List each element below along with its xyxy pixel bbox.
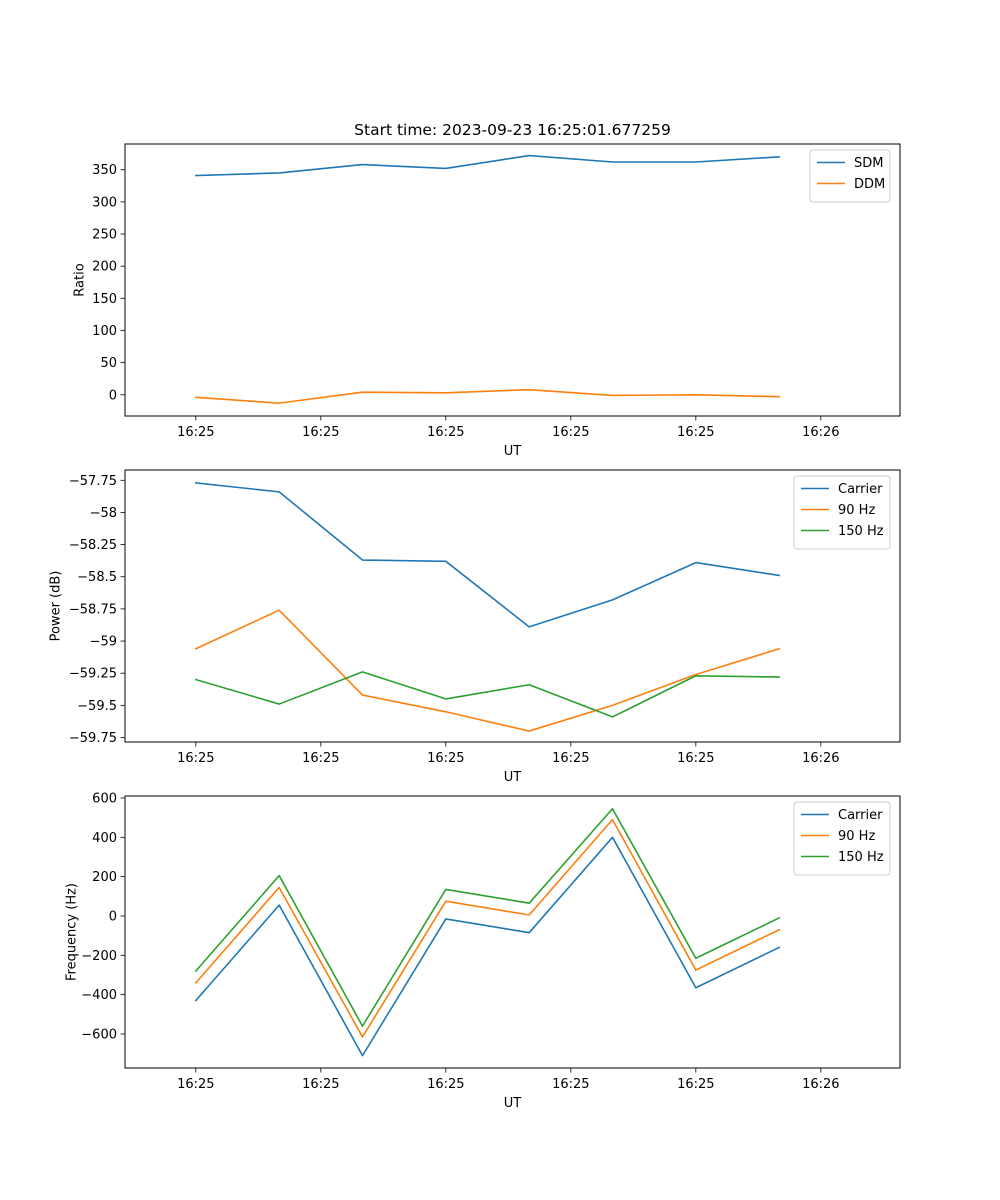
y-tick-label: −58 <box>90 506 117 521</box>
x-tick-label: 16:25 <box>177 1077 214 1092</box>
y-tick-label: 0 <box>109 909 117 924</box>
y-tick-label: −57.75 <box>69 474 117 489</box>
y-tick-label: −59 <box>90 635 117 650</box>
x-tick-label: 16:25 <box>677 751 714 766</box>
plot-area <box>124 795 901 1069</box>
x-tick-label: 16:25 <box>677 1077 714 1092</box>
legend-label: DDM <box>854 177 885 192</box>
y-tick-label: −59.75 <box>69 731 117 746</box>
x-tick-label: 16:25 <box>427 1077 464 1092</box>
x-tick-label: 16:25 <box>177 425 214 440</box>
plot-area <box>124 469 901 743</box>
x-tick-label: 16:25 <box>302 425 339 440</box>
y-tick-label: 200 <box>92 260 117 275</box>
legend-label: SDM <box>854 156 883 171</box>
legend: Carrier 90 Hz 150 Hz <box>793 801 891 876</box>
chart-panel-2: 16:25 16:25 16:25 16:25 16:25 16:26 UT −59.75 −5… <box>49 469 901 785</box>
y-tick-label: 250 <box>92 228 117 243</box>
chart-panel-1: Start time: 2023-09-23 16:25:01.677259 16… <box>72 121 901 459</box>
x-tick-label: 16:25 <box>552 425 589 440</box>
y-tick-label: −59.5 <box>77 699 117 714</box>
legend-label: 150 Hz <box>838 850 884 865</box>
series-line-ddm <box>194 388 780 404</box>
x-axis-label: UT <box>504 770 522 785</box>
x-tick-label: 16:26 <box>802 751 839 766</box>
y-tick-label: 600 <box>92 791 117 806</box>
y-tick-label: −400 <box>81 988 117 1003</box>
x-tick-label: 16:25 <box>302 1077 339 1092</box>
series-line-150-hz <box>194 807 781 1027</box>
series-line-carrier <box>194 481 781 628</box>
y-tick-label: 150 <box>92 292 117 307</box>
y-tick-label: 100 <box>92 324 117 339</box>
y-tick-label: −58.5 <box>77 570 117 585</box>
legend: SDM DDM <box>809 149 891 203</box>
y-axis-label: Power (dB) <box>49 571 64 642</box>
x-tick-label: 16:25 <box>427 751 464 766</box>
y-axis-label: Frequency (Hz) <box>64 883 79 981</box>
legend-label: 90 Hz <box>838 503 875 518</box>
y-axis-label: Ratio <box>72 263 87 296</box>
legend-label: Carrier <box>838 808 883 823</box>
series-line-90-hz <box>194 609 781 732</box>
series-line-90-hz <box>194 818 781 1038</box>
y-tick-label: −58.25 <box>69 538 117 553</box>
x-tick-label: 16:25 <box>427 425 464 440</box>
series-line-carrier <box>194 836 781 1057</box>
y-tick-label: −58.75 <box>69 602 117 617</box>
legend: Carrier 90 Hz 150 Hz <box>793 475 891 550</box>
x-axis-label: UT <box>504 1096 522 1111</box>
x-tick-label: 16:25 <box>552 1077 589 1092</box>
legend-label: Carrier <box>838 482 883 497</box>
series-line-150-hz <box>194 671 780 718</box>
legend-label: 150 Hz <box>838 524 884 539</box>
chart-panel-3: 16:25 16:25 16:25 16:25 16:25 16:26 UT −600 −400… <box>64 791 901 1111</box>
y-tick-label: −600 <box>81 1027 117 1042</box>
x-tick-label: 16:26 <box>802 1077 839 1092</box>
y-tick-label: 400 <box>92 831 117 846</box>
x-axis-label: UT <box>504 444 522 459</box>
y-tick-label: 350 <box>92 163 117 178</box>
y-tick-label: −200 <box>81 949 117 964</box>
y-tick-label: −59.25 <box>69 667 117 682</box>
y-tick-label: 50 <box>100 356 117 371</box>
series-line-sdm <box>195 154 781 177</box>
x-tick-label: 16:26 <box>802 425 839 440</box>
x-tick-label: 16:25 <box>552 751 589 766</box>
chart-title: Start time: 2023-09-23 16:25:01.677259 <box>354 121 671 139</box>
x-tick-label: 16:25 <box>677 425 714 440</box>
plot-area <box>124 143 901 417</box>
x-tick-label: 16:25 <box>177 751 214 766</box>
legend-label: 90 Hz <box>838 829 875 844</box>
y-tick-label: 300 <box>92 195 117 210</box>
y-tick-label: 200 <box>92 870 117 885</box>
y-tick-label: 0 <box>109 388 117 403</box>
x-tick-label: 16:25 <box>302 751 339 766</box>
